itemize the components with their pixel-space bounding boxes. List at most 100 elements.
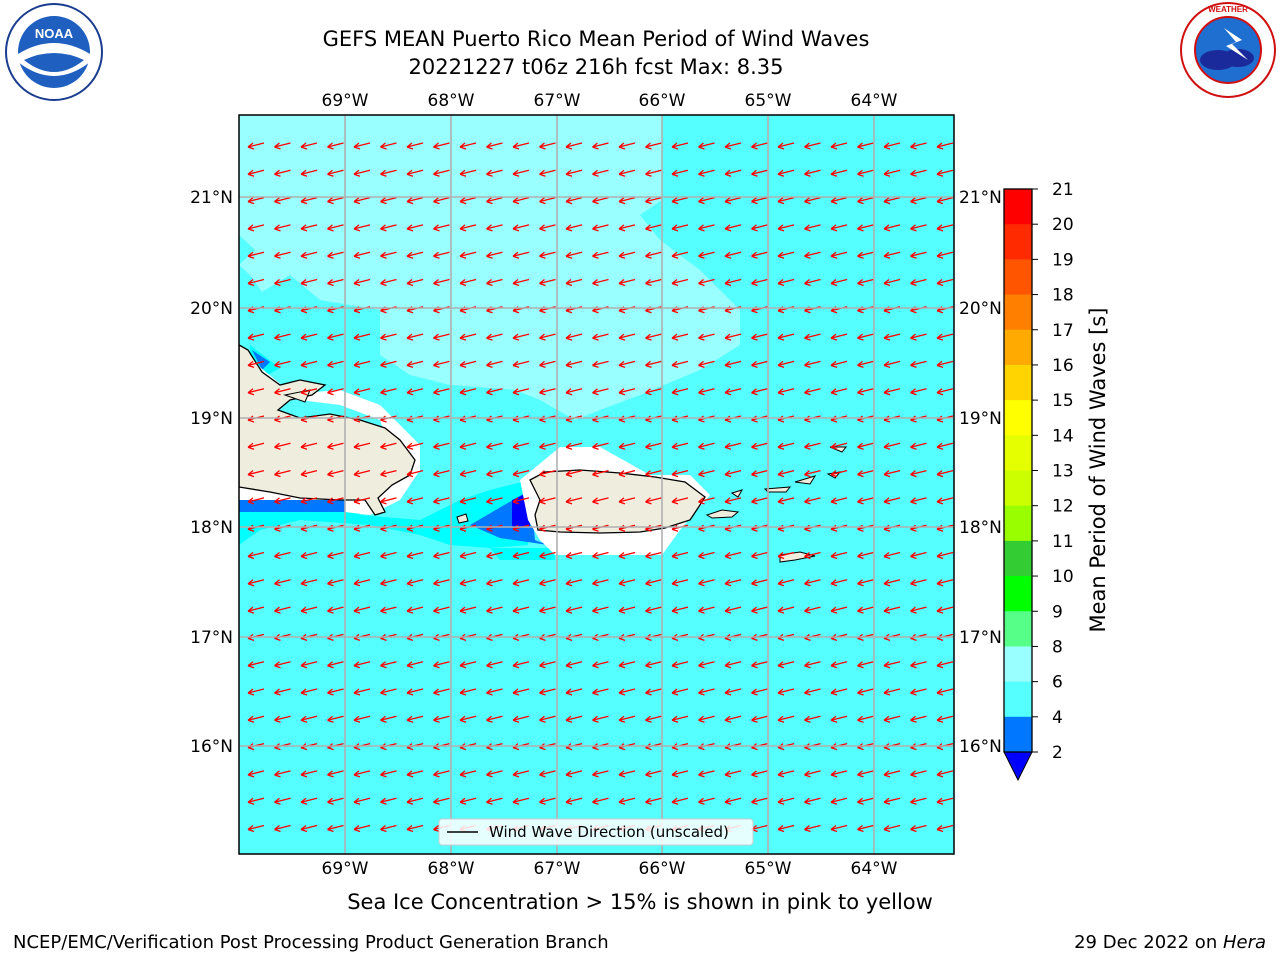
wind-arrow bbox=[274, 333, 291, 341]
lat-label: 16°N bbox=[190, 737, 233, 757]
wind-arrow bbox=[274, 251, 291, 259]
wind-arrow bbox=[910, 251, 927, 259]
wind-arrow bbox=[910, 196, 927, 205]
wind-arrow bbox=[274, 688, 291, 696]
wind-arrow bbox=[353, 388, 371, 396]
wave-period-8-9-region bbox=[239, 115, 740, 420]
lat-label: 17°N bbox=[959, 628, 1002, 648]
wind-arrow bbox=[512, 224, 530, 232]
wind-arrow bbox=[433, 169, 450, 177]
wind-arrow bbox=[777, 251, 795, 259]
wind-arrow bbox=[433, 360, 450, 369]
wind-arrow bbox=[804, 715, 821, 723]
wind-arrow bbox=[698, 278, 715, 287]
wind-arrow bbox=[539, 142, 556, 150]
wind-arrow bbox=[830, 497, 848, 505]
noaa-logo-icon: NOAA bbox=[5, 3, 103, 101]
wind-arrow bbox=[247, 715, 265, 723]
wind-arrow bbox=[353, 770, 371, 778]
wind-arrow bbox=[910, 142, 927, 150]
wind-arrow bbox=[247, 442, 265, 450]
wind-arrow bbox=[936, 333, 954, 341]
wind-arrow bbox=[592, 688, 609, 696]
wind-arrow bbox=[459, 688, 477, 696]
wind-arrow bbox=[300, 770, 318, 778]
wind-arrow bbox=[698, 442, 715, 450]
wind-arrow bbox=[671, 770, 689, 778]
wind-arrow bbox=[247, 196, 265, 205]
wind-arrow bbox=[565, 497, 583, 505]
wind-arrow bbox=[327, 797, 344, 805]
wind-arrow bbox=[671, 251, 689, 259]
wind-arrow bbox=[327, 688, 344, 696]
wind-arrow bbox=[724, 551, 742, 560]
wind-arrow bbox=[433, 770, 450, 778]
wind-arrow bbox=[433, 579, 450, 587]
wind-arrow bbox=[459, 169, 477, 177]
wind-arrow bbox=[565, 142, 583, 150]
wind-arrow bbox=[380, 442, 397, 450]
wind-arrow bbox=[433, 388, 450, 396]
wind-arrow bbox=[406, 661, 424, 669]
wind-arrow bbox=[804, 797, 821, 805]
wind-arrow bbox=[910, 360, 927, 369]
wind-arrow bbox=[777, 360, 795, 369]
wind-arrow bbox=[724, 469, 742, 478]
wind-arrow bbox=[486, 770, 503, 778]
lon-labels-top: 69°W 68°W 67°W 66°W 65°W 64°W bbox=[322, 91, 898, 111]
wind-arrow bbox=[274, 797, 291, 805]
wind-arrow bbox=[353, 497, 371, 505]
wind-arrow bbox=[565, 169, 583, 177]
wind-arrow bbox=[539, 360, 556, 369]
wind-arrow bbox=[459, 333, 477, 341]
lat-label: 21°N bbox=[959, 188, 1002, 208]
footer-date-text: 29 Dec 2022 on bbox=[1074, 932, 1223, 953]
wind-arrow bbox=[645, 770, 662, 778]
wind-arrow bbox=[539, 251, 556, 259]
wind-arrow bbox=[910, 469, 927, 478]
wind-arrow bbox=[645, 142, 662, 150]
wind-arrow bbox=[247, 333, 265, 341]
wind-arrow bbox=[698, 196, 715, 205]
wind-arrow bbox=[380, 278, 397, 287]
wind-arrow bbox=[751, 797, 768, 805]
wind-arrow bbox=[539, 388, 556, 396]
wind-arrow bbox=[406, 688, 424, 696]
colorbar-tick-label: 19 bbox=[1052, 250, 1074, 270]
colorbar-tick-label: 17 bbox=[1052, 321, 1074, 341]
wind-arrow bbox=[300, 388, 318, 396]
map-legend: Wind Wave Direction (unscaled) bbox=[438, 818, 754, 846]
map-area bbox=[239, 115, 954, 854]
wind-arrow bbox=[512, 469, 530, 478]
wind-arrow bbox=[751, 251, 768, 259]
wind-arrow bbox=[936, 688, 954, 696]
wind-arrow bbox=[565, 661, 583, 669]
wind-arrow bbox=[936, 360, 954, 369]
footer-date: 29 Dec 2022 on Hera bbox=[1074, 932, 1266, 953]
wind-arrow bbox=[857, 224, 874, 232]
wind-arrow bbox=[618, 388, 636, 396]
wind-arrow bbox=[300, 715, 318, 723]
wind-arrow bbox=[645, 360, 662, 369]
wind-arrow bbox=[698, 579, 715, 587]
wind-arrow bbox=[618, 497, 636, 505]
wind-arrow bbox=[406, 224, 424, 232]
wind-arrow bbox=[671, 661, 689, 669]
colorbar-tick-label: 11 bbox=[1052, 532, 1074, 552]
wind-arrow bbox=[486, 224, 503, 232]
wind-arrow bbox=[353, 715, 371, 723]
wind-arrow bbox=[777, 388, 795, 396]
colorbar-segment bbox=[1004, 681, 1032, 718]
wind-arrow bbox=[751, 661, 768, 669]
wave-period-4-6-region bbox=[239, 480, 530, 548]
wind-arrow bbox=[910, 579, 927, 587]
wind-arrow bbox=[618, 469, 636, 478]
wind-arrow bbox=[936, 824, 954, 833]
colorbar-tick-label: 12 bbox=[1052, 497, 1074, 517]
wind-arrow bbox=[353, 278, 371, 287]
wind-arrow bbox=[777, 278, 795, 287]
wind-arrow bbox=[857, 688, 874, 696]
lon-label: 66°W bbox=[639, 859, 686, 879]
wind-arrow bbox=[380, 661, 397, 669]
wind-arrow bbox=[592, 715, 609, 723]
